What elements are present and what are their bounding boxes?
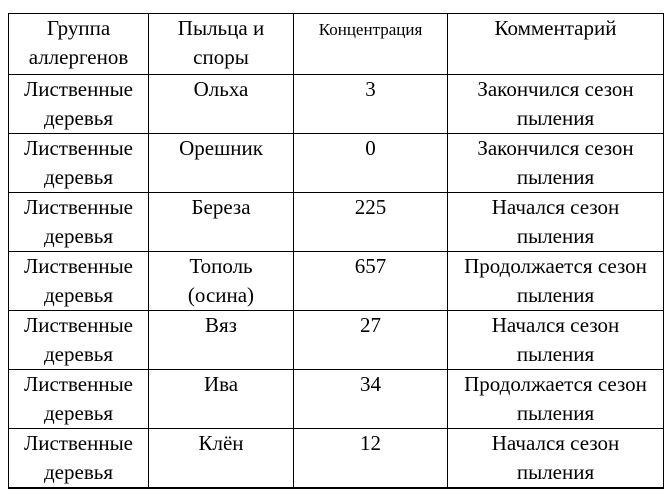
pollen-table: Группа аллергенов Пыльца и споры Концент… (8, 13, 664, 489)
header-row: Группа аллергенов Пыльца и споры Концент… (8, 13, 664, 75)
header-allergen-group: Группа аллергенов (8, 13, 149, 75)
cell-comment: Продолжается сезон пыления (447, 369, 664, 429)
cell-concentration: 657 (293, 251, 448, 311)
cell-concentration: 27 (293, 310, 448, 370)
cell-pollen: Береза (148, 192, 294, 252)
cell-group: Лиственные деревья (8, 133, 149, 193)
cell-concentration: 3 (293, 74, 448, 134)
cell-group: Лиственные деревья (8, 251, 149, 311)
cell-group: Лиственные деревья (8, 74, 149, 134)
header-concentration: Концентрация (293, 13, 448, 75)
cell-pollen: Вяз (148, 310, 294, 370)
cell-comment: Начался сезон пыления (447, 310, 664, 370)
table-row: Лиственные деревья Ольха 3 Закончился сезон… (8, 74, 664, 134)
pollen-table-header: Группа аллергенов Пыльца и споры Концент… (8, 13, 664, 75)
cell-concentration: 12 (293, 428, 448, 489)
cell-pollen: Тополь (осина) (148, 251, 294, 311)
table-row: Лиственные деревья Тополь (осина) 657 Продо… (8, 251, 664, 311)
header-pollen-spores: Пыльца и споры (148, 13, 294, 75)
pollen-table-body: Лиственные деревья Ольха 3 Закончился сезон… (8, 74, 664, 489)
table-row: Лиственные деревья Клён 12 Начался сезон пы… (8, 428, 664, 489)
cell-concentration: 225 (293, 192, 448, 252)
table-row: Лиственные деревья Ива 34 Продолжается сезо… (8, 369, 664, 429)
cell-comment: Продолжается сезон пыления (447, 251, 664, 311)
header-comment: Комментарий (447, 13, 664, 75)
cell-comment: Закончился сезон пыления (447, 133, 664, 193)
cell-group: Лиственные деревья (8, 192, 149, 252)
cell-group: Лиственные деревья (8, 428, 149, 489)
cell-concentration: 34 (293, 369, 448, 429)
cell-pollen: Орешник (148, 133, 294, 193)
cell-comment: Закончился сезон пыления (447, 74, 664, 134)
cell-pollen: Ива (148, 369, 294, 429)
cell-pollen: Клён (148, 428, 294, 489)
cell-pollen: Ольха (148, 74, 294, 134)
cell-comment: Начался сезон пыления (447, 428, 664, 489)
cell-group: Лиственные деревья (8, 369, 149, 429)
table-row: Лиственные деревья Береза 225 Начался сезон… (8, 192, 664, 252)
table-row: Лиственные деревья Вяз 27 Начался сезон пыл… (8, 310, 664, 370)
cell-group: Лиственные деревья (8, 310, 149, 370)
cell-concentration: 0 (293, 133, 448, 193)
cell-comment: Начался сезон пыления (447, 192, 664, 252)
table-row: Лиственные деревья Орешник 0 Закончился сез… (8, 133, 664, 193)
